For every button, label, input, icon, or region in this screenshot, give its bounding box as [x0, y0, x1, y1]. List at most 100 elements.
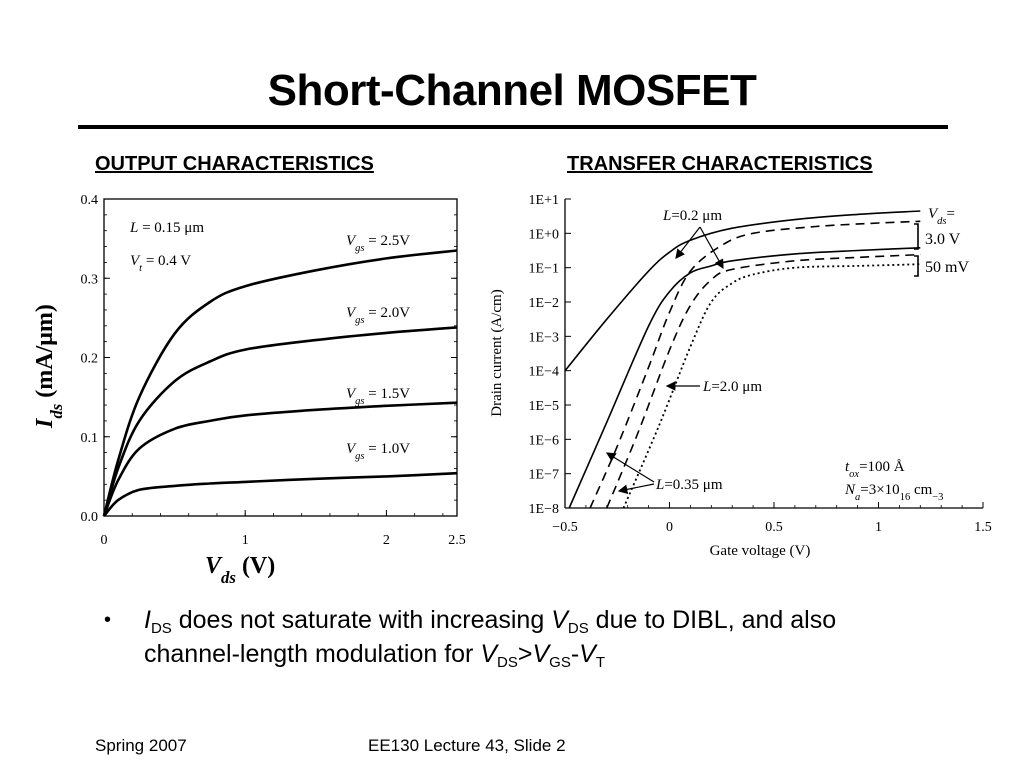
output-annotation-vt-part: t: [139, 263, 143, 274]
transfer-y-tick-label: 1E−3: [529, 330, 559, 345]
output-y-tick-label: 0.4: [81, 193, 99, 208]
output-x-tick-label: 0: [101, 533, 108, 548]
transfer-annotation-vds-part: V: [928, 206, 939, 222]
output-annotation-vt: Vt = 0.4 V: [130, 253, 191, 274]
output-series-label-part: gs: [355, 451, 364, 462]
transfer-y-tick-label: 1E−8: [529, 502, 559, 517]
bullet-line2-segment: DS: [497, 654, 518, 671]
transfer-annotation-tox-part: t: [845, 459, 850, 475]
output-y-axis-label-part: ds: [47, 403, 66, 418]
output-series-label-part: gs: [355, 243, 364, 254]
output-curve-1: [102, 326, 458, 517]
output-y-axis-label-part: I: [32, 417, 58, 429]
output-curve-3: [103, 471, 458, 517]
transfer-arrow-l02-b: [699, 226, 724, 270]
transfer-x-tick-label: 1: [875, 520, 882, 535]
transfer-annotation-3v: 3.0 V: [925, 231, 961, 248]
transfer-annotation-l035-part: L: [655, 477, 664, 493]
bullet-line2-segment: T: [595, 654, 606, 671]
transfer-bracket-50mv: [914, 255, 919, 277]
transfer-annotation-tox-part: =100 Å: [859, 459, 905, 475]
transfer-x-tick-label: 1.5: [974, 520, 992, 535]
transfer-annotation-l02-part: L: [662, 208, 671, 224]
output-series-label-part: V: [346, 233, 357, 249]
output-y-tick-label: 0.0: [81, 510, 99, 525]
output-annotation-length-part: = 0.15 μm: [138, 220, 204, 236]
bullet-line1-segment: DS: [150, 620, 172, 637]
bullet-line2-segment: V: [532, 640, 550, 668]
bullet-line2-segment: GS: [549, 654, 571, 671]
footer-slide-info: EE130 Lecture 43, Slide 2: [368, 736, 566, 755]
output-annotation-length-part: L: [129, 220, 138, 236]
transfer-chart-title: TRANSFER CHARACTERISTICS: [567, 153, 873, 175]
transfer-annotation-vds-part: ds: [937, 216, 946, 227]
output-x-axis-label-part: V: [205, 553, 223, 579]
transfer-annotation-na-part: N: [844, 482, 856, 498]
bullet-line2-segment: V: [579, 640, 596, 668]
transfer-y-tick-label: 1E−2: [529, 296, 559, 311]
bullet-line1-segment: I: [144, 606, 151, 634]
transfer-annotation-na-part: =3×10: [860, 482, 899, 498]
title-divider: [78, 125, 948, 129]
output-annotation-vt-part: V: [130, 253, 141, 269]
transfer-annotation-l20: L=2.0 μm: [702, 379, 762, 395]
output-x-axis-label: Vds (V): [205, 553, 275, 587]
transfer-annotation-l035: L=0.35 μm: [655, 477, 723, 493]
transfer-x-tick-label: −0.5: [552, 520, 577, 535]
transfer-y-tick-label: 1E−6: [529, 433, 559, 448]
transfer-annotation-na-part: 16: [900, 492, 911, 503]
transfer-annotation-vds-part: =: [947, 206, 955, 222]
transfer-annotation-l02-part: =0.2 μm: [671, 208, 722, 224]
output-series-label: Vgs = 1.5V: [346, 386, 410, 407]
transfer-annotation-na-part: a: [855, 492, 860, 503]
output-series-label-part: = 1.5V: [365, 386, 411, 402]
transfer-annotation-na-part: cm: [910, 482, 932, 498]
transfer-annotation-l035-part: =0.35 μm: [664, 477, 723, 493]
output-x-tick-label: 2.5: [448, 533, 466, 548]
output-y-tick-label: 0.3: [81, 272, 99, 287]
output-series-label-part: gs: [355, 315, 364, 326]
transfer-curve-1: [589, 220, 921, 509]
transfer-x-tick-label: 0: [666, 520, 673, 535]
transfer-annotation-na: Na=3×1016 cm−3: [844, 482, 943, 503]
bullet-line2-segment: V: [480, 640, 498, 668]
transfer-bracket-3v: [914, 223, 919, 250]
output-y-axis-label-part: (mA/μm): [32, 304, 58, 404]
bullet-line1-segment: DS: [567, 620, 589, 637]
bullet-text-line-1: IDS does not saturate with increasing VD…: [144, 604, 836, 645]
output-series-label-part: = 2.0V: [365, 305, 411, 321]
transfer-curve-2: [568, 247, 921, 509]
transfer-y-tick-label: 1E+0: [529, 227, 559, 242]
transfer-annotation-tox-part: ox: [849, 469, 859, 480]
transfer-annotation-l20-part: =2.0 μm: [711, 379, 762, 395]
transfer-characteristics-chart: 1E−8 1E−7 1E−6 1E−5 1E−4 1E−3 1E−2 1E−1 1E+0 1E+1…: [489, 193, 992, 559]
transfer-arrow-l02-a: [675, 226, 701, 259]
output-curve-2: [102, 401, 458, 517]
transfer-x-tick-label: 0.5: [765, 520, 783, 535]
output-x-axis-label-part: (V): [236, 553, 275, 579]
transfer-arrow-l035-b: [617, 483, 655, 495]
output-series-label: Vgs = 2.5V: [346, 233, 410, 254]
transfer-annotation-l02: L=0.2 μm: [662, 208, 722, 224]
transfer-x-axis-label: Gate voltage (V): [710, 543, 811, 559]
output-x-tick-label: 1: [242, 533, 249, 548]
output-annotation-length: L = 0.15 μm: [129, 220, 204, 236]
output-y-axis-label: Ids (mA/μm): [32, 304, 66, 429]
transfer-y-tick-label: 1E−4: [529, 365, 559, 380]
output-series-label-part: V: [346, 305, 357, 321]
transfer-annotation-50mv: 50 mV: [925, 259, 969, 276]
transfer-annotation-vds: Vds=: [928, 206, 955, 227]
transfer-y-tick-label: 1E−5: [529, 399, 559, 414]
output-series-label-part: gs: [355, 396, 364, 407]
output-curve-0: [102, 249, 458, 517]
bullet-line1-segment: does not saturate with increasing: [171, 606, 552, 634]
slide-title: Short-Channel MOSFET: [267, 66, 757, 115]
transfer-y-tick-label: 1E+1: [529, 193, 559, 208]
transfer-annotation-na-part: −3: [932, 492, 943, 503]
transfer-curve-4: [622, 263, 921, 509]
output-x-tick-label: 2: [383, 533, 390, 548]
footer-date: Spring 2007: [95, 736, 187, 755]
transfer-y-tick-label: 1E−1: [529, 262, 559, 277]
